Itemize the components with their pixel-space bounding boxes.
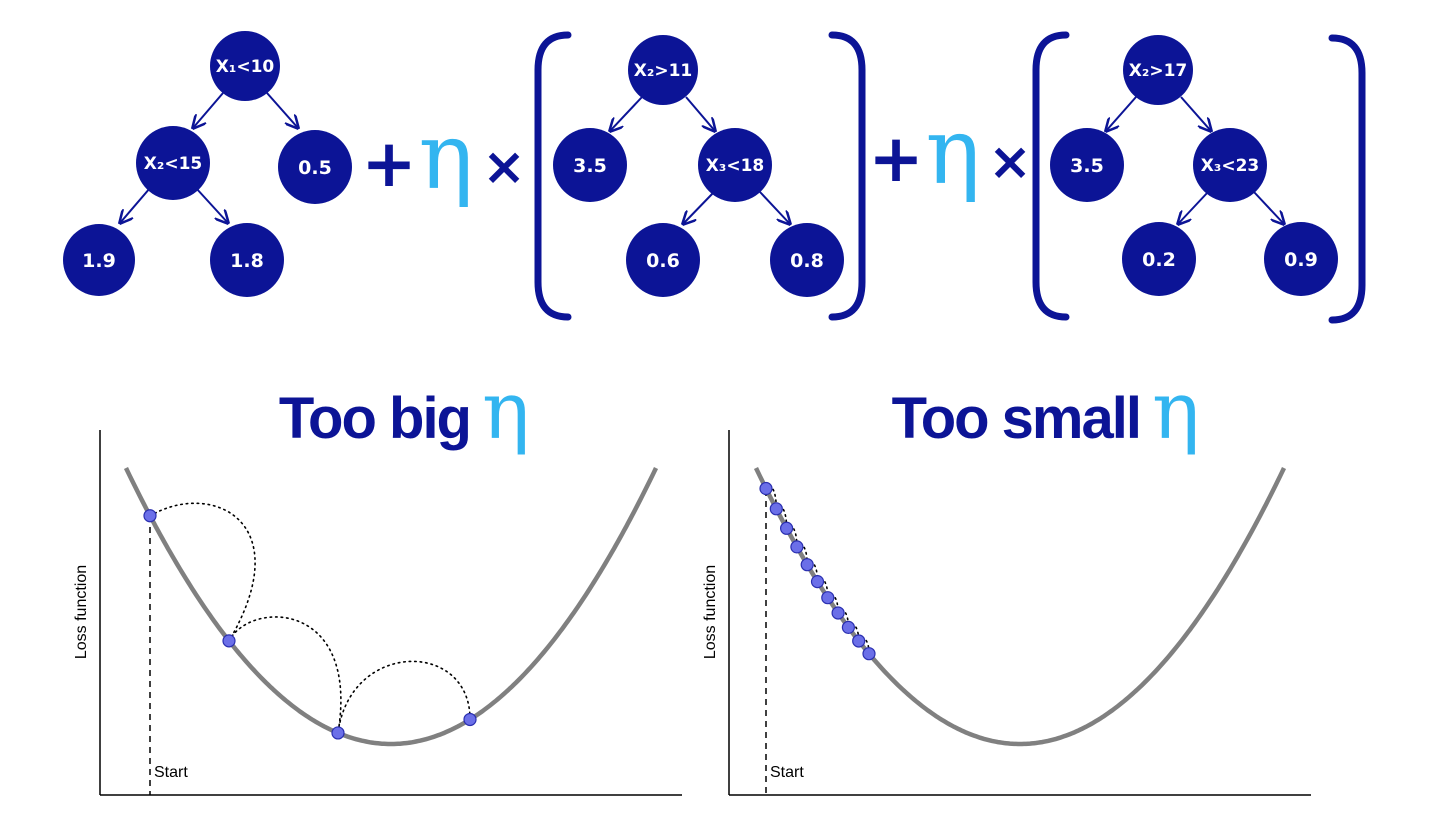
tree-edge — [266, 92, 298, 128]
tree-node-leaf: 0.9 — [1264, 222, 1338, 296]
svg-text:0.6: 0.6 — [646, 250, 680, 272]
tree-edge — [683, 191, 715, 224]
times-operator: × — [988, 132, 1032, 192]
step-arc — [149, 502, 256, 642]
step-point — [800, 558, 814, 572]
svg-text:1.8: 1.8 — [230, 250, 264, 272]
tree-node-leaf: 1.8 — [210, 223, 284, 297]
left-bracket — [534, 31, 572, 321]
loss-plot-too-big: Loss function Start — [73, 430, 682, 796]
step-arcs — [149, 502, 471, 734]
svg-text:3.5: 3.5 — [1070, 155, 1104, 177]
panel-title-too-small: Too small η — [892, 364, 1200, 457]
tree-edge — [120, 187, 151, 223]
svg-text:X₂<15: X₂<15 — [144, 154, 202, 174]
eta-symbol: η — [418, 103, 473, 210]
svg-text:0.9: 0.9 — [1284, 249, 1318, 271]
tree-node-split: X₃<18 — [698, 128, 772, 202]
tree-edge — [1180, 96, 1211, 131]
svg-text:X₂>11: X₂>11 — [634, 61, 692, 81]
tree-node-split: X₂>11 — [628, 35, 698, 105]
tree-edge — [759, 191, 790, 224]
step-point — [852, 634, 866, 648]
step-point — [821, 591, 835, 605]
svg-text:0.5: 0.5 — [298, 157, 332, 179]
step-point — [222, 634, 236, 648]
tree-node-leaf: 0.2 — [1122, 222, 1196, 296]
tree-node-leaf: 3.5 — [553, 128, 627, 202]
tree-node-leaf: 0.6 — [626, 223, 700, 297]
step-point — [862, 647, 876, 661]
y-axis-label: Loss function — [702, 565, 719, 659]
left-bracket — [1032, 31, 1070, 321]
tree-1: X₁<10 X₂<15 0.5 1.9 1.8 — [63, 31, 352, 297]
plus-operator: + — [868, 120, 923, 197]
step-arc — [228, 616, 342, 734]
tree-node-split: X₂<15 — [136, 126, 210, 200]
step-points — [143, 509, 477, 740]
svg-text:X₃<23: X₃<23 — [1201, 156, 1259, 176]
svg-text:0.2: 0.2 — [1142, 249, 1176, 271]
loss-curve — [123, 467, 659, 747]
tree-edge — [193, 92, 224, 128]
tree-node-leaf: 0.5 — [278, 130, 352, 204]
y-axis-label: Loss function — [73, 565, 90, 659]
step-point — [831, 606, 845, 620]
tree-node-leaf: 0.8 — [770, 223, 844, 297]
times-operator: × — [482, 137, 526, 197]
svg-text:Too big: Too big — [279, 386, 470, 451]
tree-node-split: X₂>17 — [1123, 35, 1193, 105]
svg-text:X₁<10: X₁<10 — [216, 57, 275, 77]
loss-plot-too-small: Loss function Start — [702, 430, 1311, 796]
svg-text:η: η — [1152, 364, 1200, 457]
start-label: Start — [770, 764, 804, 781]
eta-symbol: η — [925, 98, 980, 205]
svg-text:Too small: Too small — [892, 386, 1140, 451]
step-point — [841, 620, 856, 634]
tree-node-split: X₃<23 — [1193, 128, 1267, 202]
svg-text:X₂>17: X₂>17 — [1129, 61, 1187, 81]
svg-text:X₃<18: X₃<18 — [706, 156, 764, 176]
loss-curve — [753, 467, 1287, 747]
tree-edge — [685, 96, 715, 131]
svg-text:0.8: 0.8 — [790, 250, 824, 272]
panel-title-too-big: Too big η — [279, 364, 530, 457]
step-arc — [337, 660, 471, 734]
step-point — [769, 502, 783, 516]
plus-operator: + — [361, 125, 416, 202]
svg-text:η: η — [482, 364, 530, 457]
right-bracket — [828, 31, 866, 321]
step-points — [759, 481, 876, 661]
step-point — [331, 726, 345, 740]
tree-edge — [1178, 191, 1209, 224]
start-label: Start — [154, 764, 188, 781]
step-point — [790, 540, 804, 554]
tree-2: X₂>11 3.5 X₃<18 0.6 0.8 — [553, 35, 844, 297]
right-bracket — [1328, 34, 1366, 324]
tree-3: X₂>17 3.5 X₃<23 0.2 0.9 — [1050, 35, 1338, 296]
svg-text:3.5: 3.5 — [573, 155, 607, 177]
tree-edge — [610, 96, 643, 131]
step-point — [143, 509, 157, 523]
step-point — [779, 521, 794, 535]
step-point — [810, 575, 825, 589]
tree-node-leaf: 1.9 — [63, 224, 135, 296]
tree-edge — [1253, 191, 1284, 224]
step-point — [759, 481, 773, 496]
step-point — [463, 712, 477, 727]
svg-text:1.9: 1.9 — [82, 250, 116, 272]
tree-node-split: X₁<10 — [210, 31, 280, 101]
tree-edge — [1106, 96, 1137, 131]
tree-node-leaf: 3.5 — [1050, 128, 1124, 202]
tree-edge — [195, 187, 228, 223]
